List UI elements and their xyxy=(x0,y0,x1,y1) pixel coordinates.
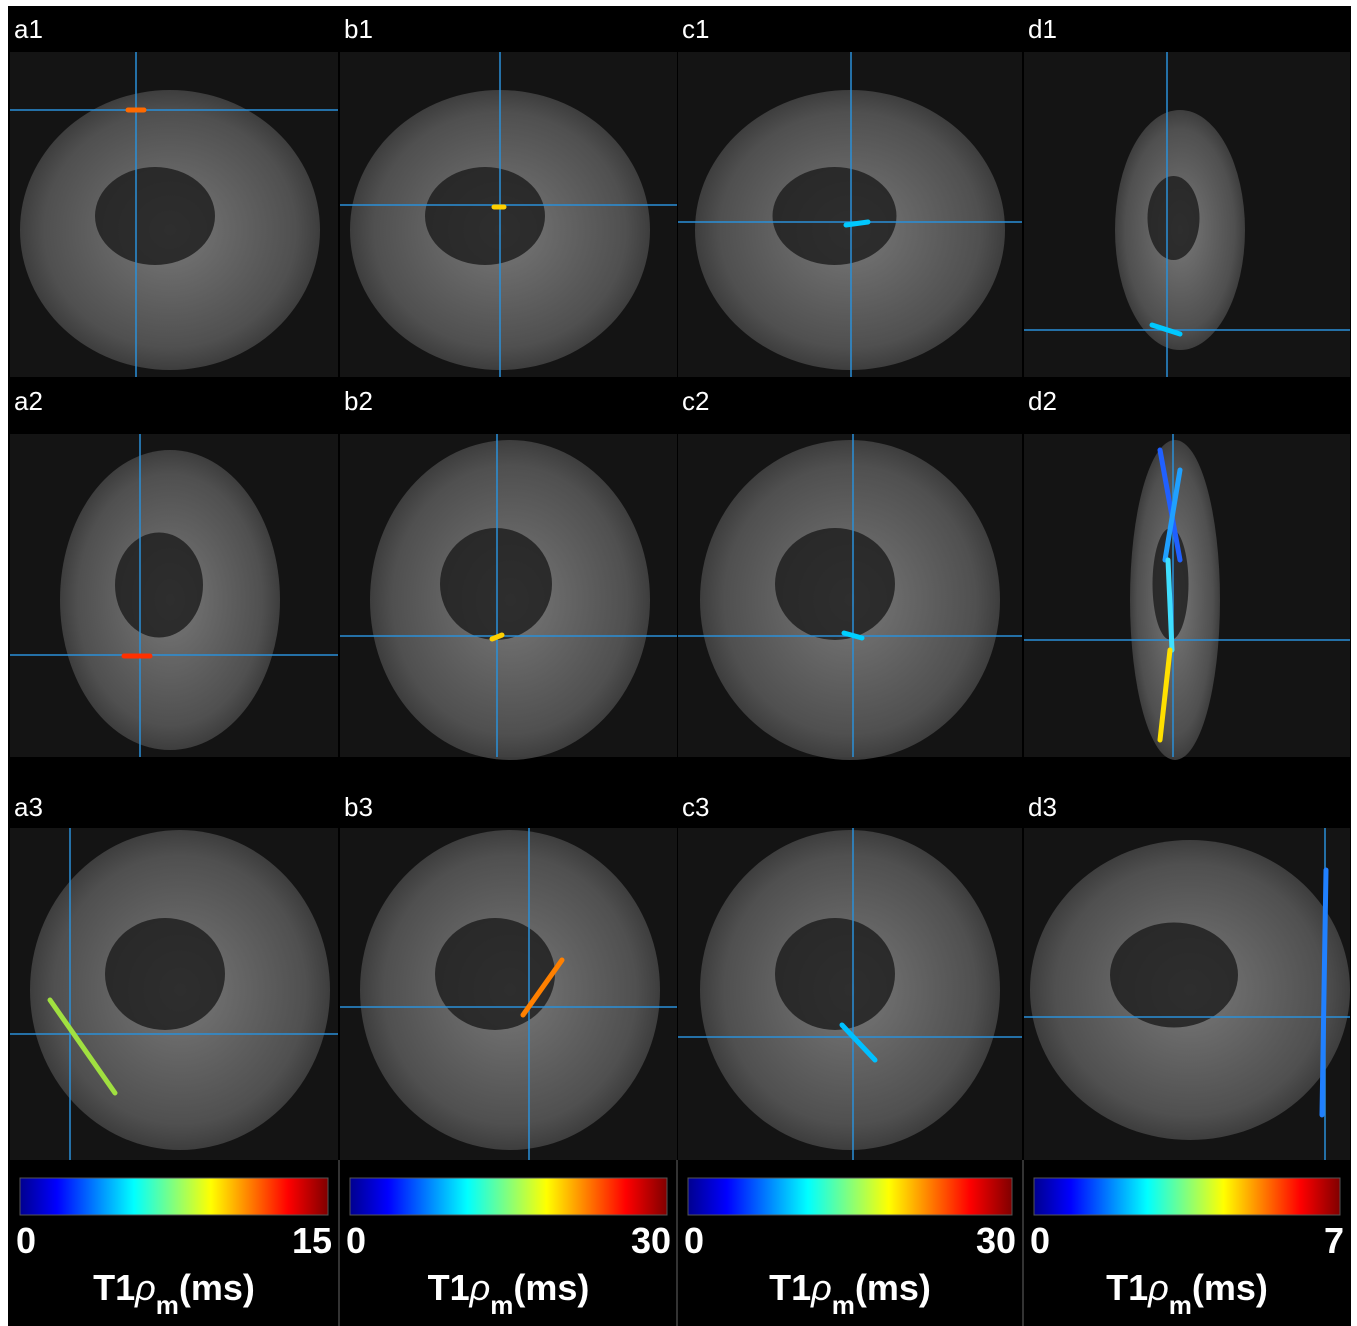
panel-label: c1 xyxy=(682,14,709,44)
label-unit: (ms) xyxy=(855,1267,931,1308)
label-subscript: m xyxy=(1169,1290,1192,1320)
label-main: T1 xyxy=(93,1267,135,1308)
label-symbol: ρ xyxy=(469,1267,491,1308)
figure: a1b1c1d1a2b2c2d2a3b3c3d3015T1ρm(ms)030T1… xyxy=(0,0,1357,1326)
tissue-dark xyxy=(773,167,897,265)
label-main: T1 xyxy=(1106,1267,1148,1308)
panel-label: b2 xyxy=(344,386,373,416)
label-subscript: m xyxy=(490,1290,513,1320)
panel-label: b1 xyxy=(344,14,373,44)
panel-label: c2 xyxy=(682,386,709,416)
colorbar-min: 0 xyxy=(684,1220,704,1261)
colorbar-max: 15 xyxy=(292,1220,332,1261)
colorbar-min: 0 xyxy=(346,1220,366,1261)
tissue-dark xyxy=(425,167,545,265)
tissue-dark xyxy=(1110,923,1238,1028)
colorbar-max: 7 xyxy=(1324,1220,1344,1261)
tissue-dark xyxy=(435,918,555,1030)
tissue-dark xyxy=(95,167,215,265)
label-unit: (ms) xyxy=(179,1267,255,1308)
tissue-dark xyxy=(440,528,552,640)
panel-label: d2 xyxy=(1028,386,1057,416)
tissue-dark xyxy=(105,918,225,1030)
segmentation xyxy=(846,222,868,225)
label-symbol: ρ xyxy=(134,1267,156,1308)
tissue-dark xyxy=(775,528,895,640)
colorbar-max: 30 xyxy=(976,1220,1016,1261)
colorbar xyxy=(688,1178,1012,1215)
colorbar-min: 0 xyxy=(16,1220,36,1261)
label-subscript: m xyxy=(832,1290,855,1320)
label-symbol: ρ xyxy=(1147,1267,1169,1308)
panel-label: c3 xyxy=(682,792,709,822)
panel-label: a2 xyxy=(14,386,43,416)
label-symbol: ρ xyxy=(810,1267,832,1308)
panel-label: a3 xyxy=(14,792,43,822)
colorbar-min: 0 xyxy=(1030,1220,1050,1261)
tissue-dark xyxy=(1148,176,1200,260)
colorbar xyxy=(20,1178,328,1215)
tissue-dark xyxy=(775,918,895,1030)
panel-label: d1 xyxy=(1028,14,1057,44)
tissue-dark xyxy=(115,533,203,638)
colorbar-max: 30 xyxy=(631,1220,671,1261)
panel-label: d3 xyxy=(1028,792,1057,822)
panel-label: a1 xyxy=(14,14,43,44)
colorbar xyxy=(1034,1178,1340,1215)
label-subscript: m xyxy=(156,1290,179,1320)
label-unit: (ms) xyxy=(1192,1267,1268,1308)
panel-label: b3 xyxy=(344,792,373,822)
label-unit: (ms) xyxy=(513,1267,589,1308)
colorbar xyxy=(350,1178,667,1215)
label-main: T1 xyxy=(428,1267,470,1308)
label-main: T1 xyxy=(769,1267,811,1308)
